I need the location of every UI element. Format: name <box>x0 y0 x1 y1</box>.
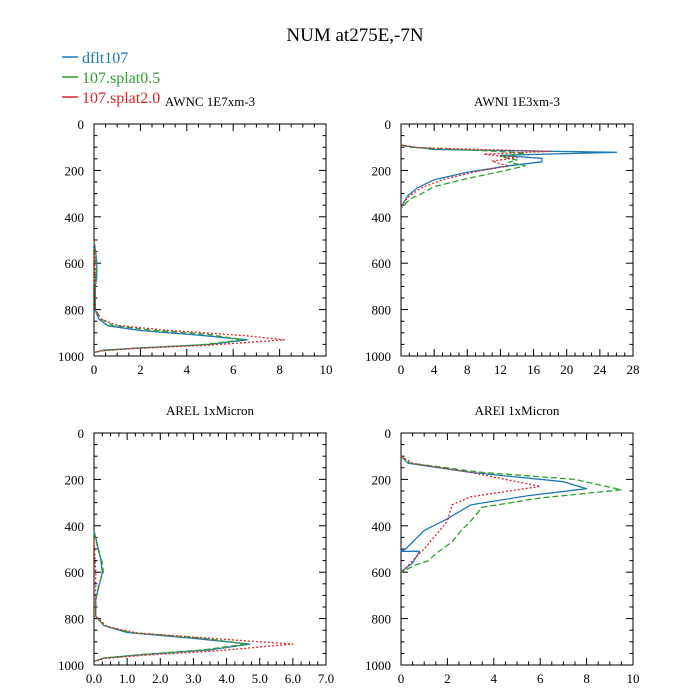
awni-ytick-label: 600 <box>372 256 392 271</box>
awni-ytick-label: 800 <box>372 303 392 318</box>
arei-xtick-label: 10 <box>627 671 640 686</box>
awni-series-107-splat0-5 <box>400 144 526 210</box>
awnc-title: AWNC 1E7xm-3 <box>165 94 255 109</box>
awnc-xtick-label: 0 <box>91 362 98 377</box>
awnc-xtick-label: 10 <box>320 362 333 377</box>
arel-frame <box>93 432 327 666</box>
arel-ytick-label: 1000 <box>58 658 84 673</box>
awni-xtick-label: 24 <box>593 362 607 377</box>
awni-xtick-label: 12 <box>494 362 507 377</box>
awni-series-107-splat2-0 <box>400 144 551 208</box>
awni-ytick-label: 1000 <box>365 349 391 364</box>
arei-xtick-label: 0 <box>398 671 405 686</box>
arel-xtick-label: 2.0 <box>152 671 168 686</box>
awnc-xtick-label: 4 <box>184 362 191 377</box>
awnc-ytick-label: 400 <box>65 210 85 225</box>
arel-xtick-label: 6.0 <box>285 671 301 686</box>
arei-xtick-label: 4 <box>491 671 498 686</box>
awnc-ytick-label: 1000 <box>58 349 84 364</box>
awni-ytick-label: 0 <box>385 117 392 132</box>
awnc-series-107-splat2-0 <box>93 239 285 354</box>
arei-ytick-label: 600 <box>372 565 392 580</box>
awni-series-dflt107 <box>400 144 618 208</box>
arei-series-107-splat0-5 <box>400 455 623 573</box>
arei-ytick-label: 800 <box>372 612 392 627</box>
arei-xtick-label: 8 <box>583 671 590 686</box>
awni-xtick-label: 0 <box>398 362 405 377</box>
arei-ytick-label: 200 <box>372 472 392 487</box>
arel-ytick-label: 200 <box>65 472 85 487</box>
awni-title: AWNI 1E3xm-3 <box>474 94 560 109</box>
legend-label-dflt107: dflt107 <box>82 50 128 67</box>
arel-title: AREL 1xMicron <box>166 403 254 418</box>
panel-arei: AREI 1xMicron 0 2 4 6 8 10 0 200 400 600 800 1000 <box>365 403 640 686</box>
awnc-series-107-splat0-5 <box>93 239 244 354</box>
legend-label-splat05: 107.splat0.5 <box>82 70 160 87</box>
awni-xtick-label: 16 <box>527 362 541 377</box>
awnc-xtick-label: 6 <box>230 362 237 377</box>
awni-ytick-label: 400 <box>372 210 392 225</box>
awnc-xtick-label: 2 <box>137 362 144 377</box>
arel-xtick-label: 5.0 <box>252 671 268 686</box>
awni-xtick-label: 4 <box>431 362 438 377</box>
figure-title: NUM at275E,-7N <box>286 25 423 46</box>
awni-xtick-label: 8 <box>464 362 471 377</box>
arel-ytick-label: 800 <box>65 612 85 627</box>
awnc-series-dflt107 <box>93 239 248 354</box>
arel-ytick-label: 600 <box>65 565 85 580</box>
arei-xtick-label: 2 <box>444 671 451 686</box>
panel-awnc: AWNC 1E7xm-3 0 2 4 6 8 10 0 200 400 600 800 1000 <box>58 94 333 377</box>
arei-ytick-label: 1000 <box>365 658 391 673</box>
arei-title: AREI 1xMicron <box>475 403 560 418</box>
arei-xtick-label: 6 <box>537 671 544 686</box>
panel-arel: AREL 1xMicron 0.0 1.0 2.0 3.0 4.0 5.0 6.0 7.0 0 20… <box>58 403 334 686</box>
awni-ytick-label: 200 <box>372 163 392 178</box>
awnc-ytick-label: 600 <box>65 256 85 271</box>
arel-ytick-label: 0 <box>78 426 85 441</box>
arel-xtick-label: 7.0 <box>318 671 334 686</box>
awnc-ytick-label: 200 <box>65 163 85 178</box>
arei-series-107-splat2-0 <box>400 455 541 573</box>
legend: dflt107 107.splat0.5 107.splat2.0 <box>62 50 160 107</box>
panel-awni: AWNI 1E3xm-3 0 4 8 12 16 20 24 28 0 200 400 600 800 10… <box>365 94 640 377</box>
arel-xtick-label: 1.0 <box>119 671 135 686</box>
arel-xtick-label: 3.0 <box>185 671 201 686</box>
arel-series-107-splat0-5 <box>93 532 248 663</box>
legend-label-splat20: 107.splat2.0 <box>82 90 160 107</box>
arel-ytick-label: 400 <box>65 519 85 534</box>
arel-xtick-label: 4.0 <box>218 671 234 686</box>
arel-xtick-label: 0.0 <box>86 671 102 686</box>
awnc-xtick-label: 8 <box>276 362 283 377</box>
awnc-frame <box>93 123 327 357</box>
arei-series-dflt107 <box>400 455 588 573</box>
awnc-ytick-label: 0 <box>78 117 85 132</box>
arei-ytick-label: 0 <box>385 426 392 441</box>
awnc-ytick-label: 800 <box>65 303 85 318</box>
arel-series-dflt107 <box>93 530 251 663</box>
awni-xtick-label: 20 <box>560 362 573 377</box>
arel-series-107-splat2-0 <box>93 537 294 663</box>
awni-frame <box>400 123 634 357</box>
arei-ytick-label: 400 <box>372 519 392 534</box>
awni-xtick-label: 28 <box>627 362 640 377</box>
